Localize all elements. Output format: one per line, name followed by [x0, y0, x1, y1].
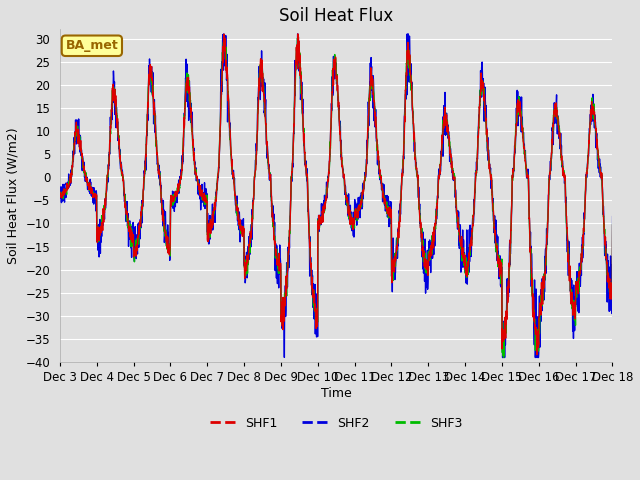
- SHF3: [115, 132, 123, 138]
- SHF2: [56, 195, 64, 201]
- SHF2: [637, 194, 640, 200]
- SHF3: [390, 258, 398, 264]
- SHF1: [566, 263, 573, 269]
- SHF2: [220, 31, 228, 37]
- Y-axis label: Soil Heat Flux (W/m2): Soil Heat Flux (W/m2): [7, 127, 20, 264]
- SHF2: [532, 334, 540, 339]
- Line: SHF1: SHF1: [60, 34, 640, 355]
- SHF1: [637, 196, 640, 202]
- SHF1: [533, 352, 541, 358]
- SHF1: [532, 325, 540, 331]
- Legend: SHF1, SHF2, SHF3: SHF1, SHF2, SHF3: [205, 412, 467, 435]
- SHF3: [532, 344, 540, 349]
- SHF1: [390, 269, 398, 275]
- SHF2: [243, 256, 250, 262]
- SHF1: [115, 142, 123, 147]
- SHF3: [637, 195, 640, 201]
- SHF2: [115, 142, 123, 148]
- Line: SHF3: SHF3: [60, 38, 640, 358]
- X-axis label: Time: Time: [321, 387, 351, 400]
- SHF3: [500, 355, 508, 360]
- SHF3: [294, 36, 301, 41]
- SHF2: [499, 355, 506, 360]
- SHF2: [566, 264, 573, 270]
- SHF3: [242, 265, 250, 271]
- SHF1: [242, 266, 250, 272]
- Title: Soil Heat Flux: Soil Heat Flux: [279, 7, 394, 25]
- Text: BA_met: BA_met: [65, 39, 118, 52]
- SHF1: [56, 194, 64, 200]
- Line: SHF2: SHF2: [60, 34, 640, 358]
- SHF2: [390, 257, 398, 263]
- SHF3: [56, 189, 64, 195]
- SHF3: [566, 274, 573, 280]
- SHF1: [294, 31, 301, 37]
